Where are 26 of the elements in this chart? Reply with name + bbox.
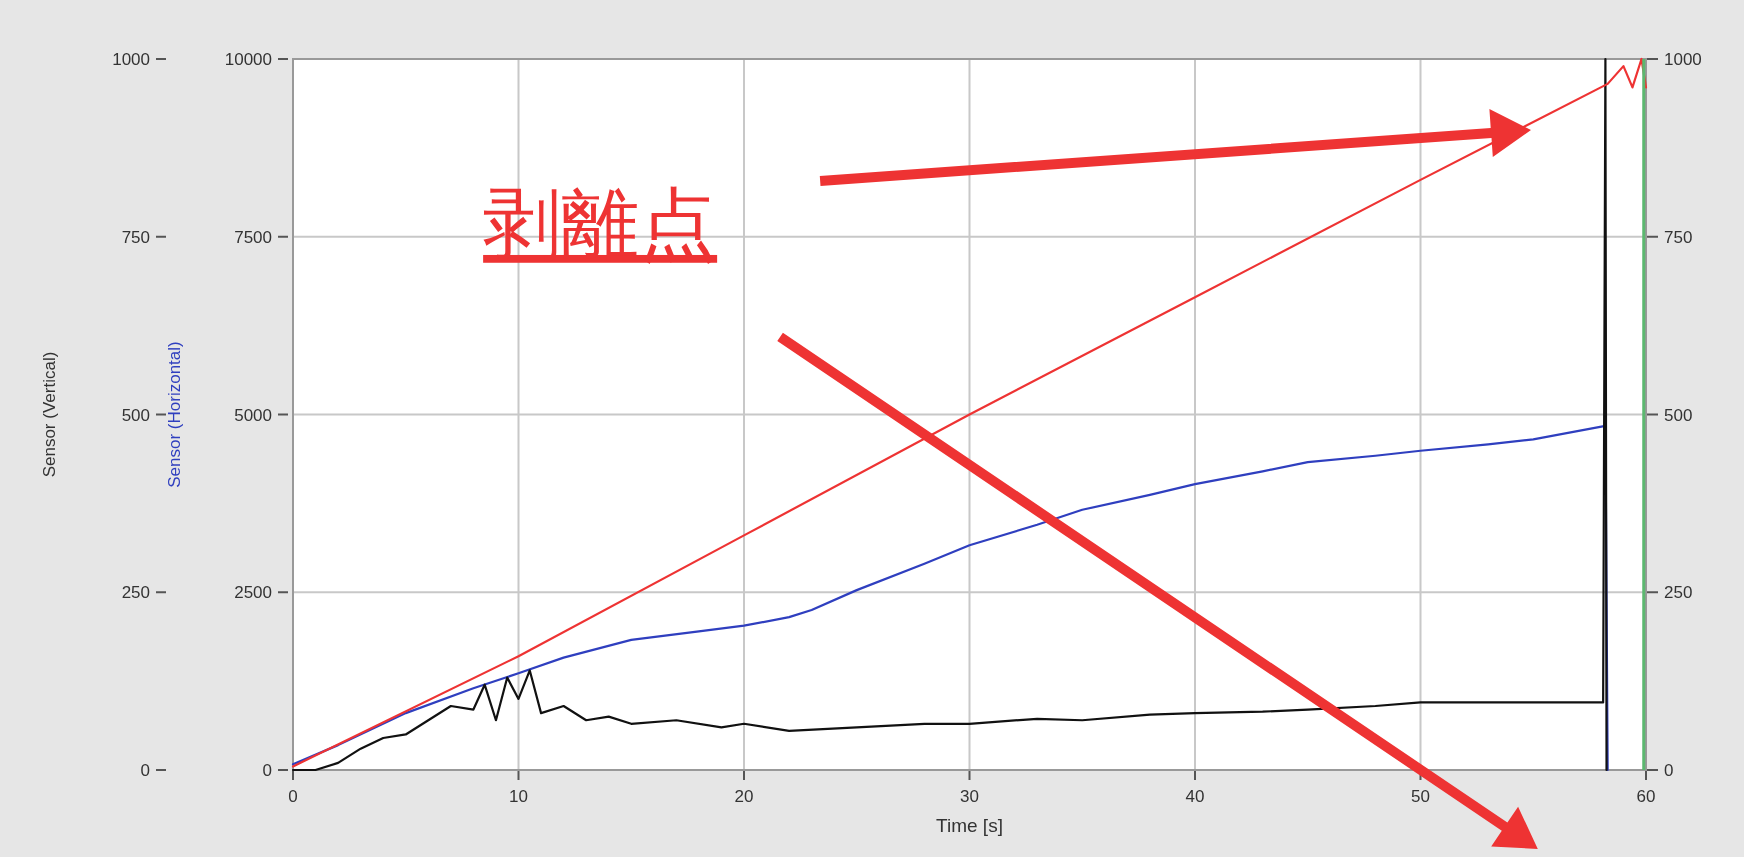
- y-axis-title: Sensor (Horizontal): [165, 341, 184, 488]
- y3-tick-label: 750: [121, 227, 150, 247]
- x-tick-label: 0: [288, 787, 298, 806]
- y-tick-label: 5000: [234, 405, 272, 425]
- y-tick-label: 10000: [224, 50, 272, 69]
- annotation: 剥離点: [483, 179, 718, 268]
- x-tick-label: 30: [960, 787, 979, 806]
- x-axis-title: Time [s]: [936, 815, 1003, 836]
- y-tick-label: 2500: [234, 583, 272, 603]
- x-tick-label: 50: [1411, 787, 1430, 806]
- x-tick-label: 20: [734, 787, 754, 806]
- y2-tick-label: 500: [1664, 405, 1693, 425]
- y3-tick-label: 1000: [112, 50, 150, 69]
- x-tick-label: 10: [509, 787, 528, 806]
- y-tick-label: 7500: [234, 227, 272, 247]
- x-tick-label: 60: [1636, 787, 1656, 806]
- y3-tick-label: 0: [140, 761, 150, 780]
- x-tick-label: 40: [1185, 787, 1205, 806]
- y3-axis-title: Sensor (Vertical): [40, 351, 59, 478]
- y3-tick-label: 250: [121, 583, 150, 603]
- y2-tick-label: 750: [1664, 227, 1693, 247]
- y2-tick-label: 0: [1664, 761, 1674, 780]
- y3-tick-label: 500: [121, 405, 150, 425]
- y2-tick-label: 250: [1664, 583, 1693, 603]
- y2-tick-label: 1000: [1664, 50, 1702, 69]
- y-tick-label: 0: [262, 761, 272, 780]
